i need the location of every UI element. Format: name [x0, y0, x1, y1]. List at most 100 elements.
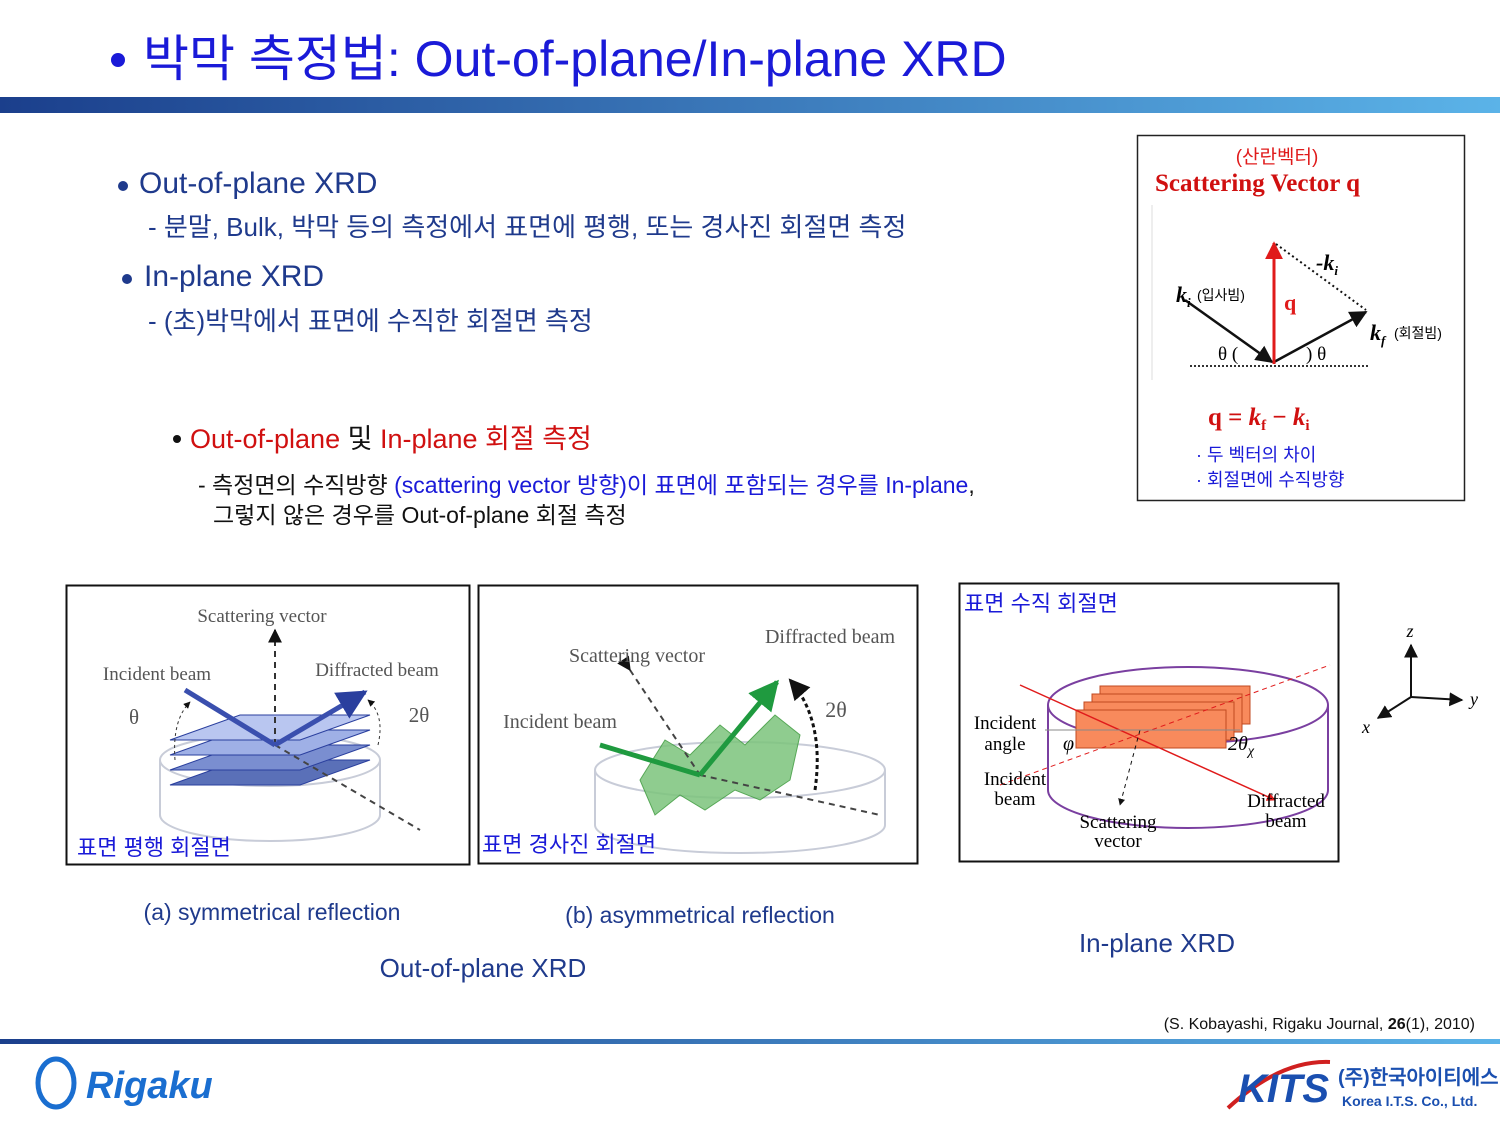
text-run: =	[1222, 404, 1249, 431]
theta-label: θ (	[1218, 344, 1238, 365]
text-run: (1), 2010)	[1406, 1016, 1475, 1033]
vector-note: (회절빔)	[1394, 325, 1442, 341]
figure-label: Incident beam	[103, 664, 211, 685]
rigaku-logo: Rigaku	[86, 1065, 213, 1107]
text-run: f	[1261, 418, 1267, 434]
text-run: k	[1370, 320, 1381, 345]
figure-label: Diffracted beam	[315, 660, 439, 681]
shape	[1275, 243, 1367, 311]
text-run: -k	[1316, 250, 1334, 275]
figure-label: 2θ	[825, 697, 847, 722]
panel-note: · 두 벡터의 차이	[1196, 445, 1316, 465]
shape	[1410, 692, 1464, 707]
figure-label: beam	[994, 789, 1035, 810]
q-label: q	[1284, 290, 1297, 315]
definition: Out-of-plane 및 In-plane 회절 측정 - 측정면의 수직방…	[173, 424, 975, 528]
figure-label: vector	[1094, 831, 1142, 852]
figure-label: Incident	[974, 713, 1037, 734]
figure-caption: (b) asymmetrical reflection	[565, 902, 835, 928]
shape	[1047, 705, 1329, 829]
panel-title: Scattering Vector q	[1155, 170, 1360, 197]
figure-label: angle	[984, 734, 1025, 755]
axis-label: x	[1361, 717, 1370, 737]
shape	[699, 774, 881, 816]
figure-plane-label: 표면 평행 회절면	[77, 835, 231, 860]
text-run: k	[1249, 404, 1262, 431]
figure-caption: (a) symmetrical reflection	[144, 899, 401, 925]
bullet-heading: In-plane XRD	[144, 260, 324, 293]
footer: Rigaku KITS (주)한국아이티에스 Korea I.T.S. Co.,…	[0, 1039, 1500, 1111]
kits-korean: (주)한국아이티에스	[1338, 1066, 1499, 1089]
figure-plane-label: 표면 경사진 회절면	[482, 832, 656, 857]
shape	[273, 689, 368, 748]
vector-note: (입사빔)	[1197, 287, 1245, 303]
definition-detail: 그렇지 않은 경우를 Out-of-plane 회절 측정	[213, 502, 627, 528]
text-run: 26	[1388, 1016, 1406, 1033]
shape	[594, 770, 886, 854]
shape	[174, 701, 191, 761]
shape	[183, 687, 277, 748]
text-run: i	[1334, 263, 1338, 278]
shape	[1075, 709, 1227, 749]
axis-label: y	[1468, 689, 1478, 709]
shape	[0, 97, 1500, 113]
shape	[111, 53, 125, 67]
kits-logo: KITS	[1238, 1067, 1329, 1111]
figure-label: Scattering	[1079, 812, 1157, 833]
text-run: k	[1176, 282, 1187, 307]
panel-korean-title: (산란벡터)	[1236, 146, 1319, 168]
figure-label: φ	[1063, 733, 1074, 755]
axes-icon: z y x	[1361, 621, 1478, 737]
figure-label: θ	[129, 705, 139, 729]
shape	[122, 274, 132, 284]
text-run: −	[1266, 404, 1293, 431]
figure-label: Incident beam	[503, 711, 617, 733]
text-run: i	[1305, 418, 1309, 434]
text-run: ,	[968, 472, 974, 498]
vector-label: -ki	[1316, 250, 1338, 278]
shape	[1273, 310, 1368, 364]
shape	[477, 584, 919, 865]
figure-label: Diffracted	[1247, 791, 1325, 812]
equation: q = kf − ki	[1208, 404, 1310, 434]
text-run: - 측정면의 수직방향	[198, 472, 394, 498]
shape	[1226, 1059, 1331, 1110]
title: 박막 측정법: Out-of-plane/In-plane XRD	[143, 31, 1007, 87]
shape	[173, 435, 181, 443]
text-run: 및	[340, 424, 380, 454]
shape	[0, 1039, 1500, 1044]
figure-plane-label: 표면 수직 회절면	[964, 591, 1118, 616]
text-run: (S. Kobayashi, Rigaku Journal,	[1164, 1016, 1388, 1033]
theta-label: ) θ	[1306, 344, 1326, 365]
figure-c: Incident angle φ 2θχ Incident beam Scatt…	[958, 582, 1340, 863]
vector-label: kf	[1370, 320, 1387, 348]
figure-label: beam	[1265, 811, 1306, 832]
definition-detail: - 측정면의 수직방향 (scattering vector 방향)이 표면에 …	[198, 472, 975, 498]
group-caption: In-plane XRD	[1079, 928, 1235, 958]
shape	[159, 760, 381, 842]
header: 박막 측정법: Out-of-plane/In-plane XRD	[0, 31, 1500, 113]
figure-label: Incident	[984, 769, 1047, 790]
text-run: q	[1208, 404, 1222, 431]
figure-label: 2θ	[409, 703, 430, 727]
citation: (S. Kobayashi, Rigaku Journal, 26(1), 20…	[1164, 1016, 1475, 1033]
shape	[698, 679, 779, 777]
text-run: (scattering vector 방향)이 표면에 포함되는 경우를 In-…	[394, 472, 968, 498]
kits-english: Korea I.T.S. Co., Ltd.	[1342, 1093, 1477, 1109]
shape	[1118, 729, 1141, 806]
text-run: f	[1381, 333, 1387, 348]
scattering-vector-panel: (산란벡터) Scattering Vector q ki (입사빔) kf (…	[1136, 134, 1466, 502]
shape	[1136, 134, 1466, 502]
shape	[599, 742, 701, 778]
figure-label: Diffracted beam	[765, 626, 896, 648]
figure-a: Scattering vector Incident beam Diffract…	[65, 584, 471, 866]
bullet-detail: - (초)박막에서 표면에 수직한 회절면 측정	[148, 306, 593, 336]
shape	[1019, 684, 1276, 801]
panel-note: · 회절면에 수직방향	[1196, 470, 1344, 490]
shape	[639, 714, 801, 816]
figure-label: 2θχ	[1228, 733, 1255, 759]
text-run: 2θ	[1228, 733, 1248, 755]
shape	[788, 678, 819, 791]
